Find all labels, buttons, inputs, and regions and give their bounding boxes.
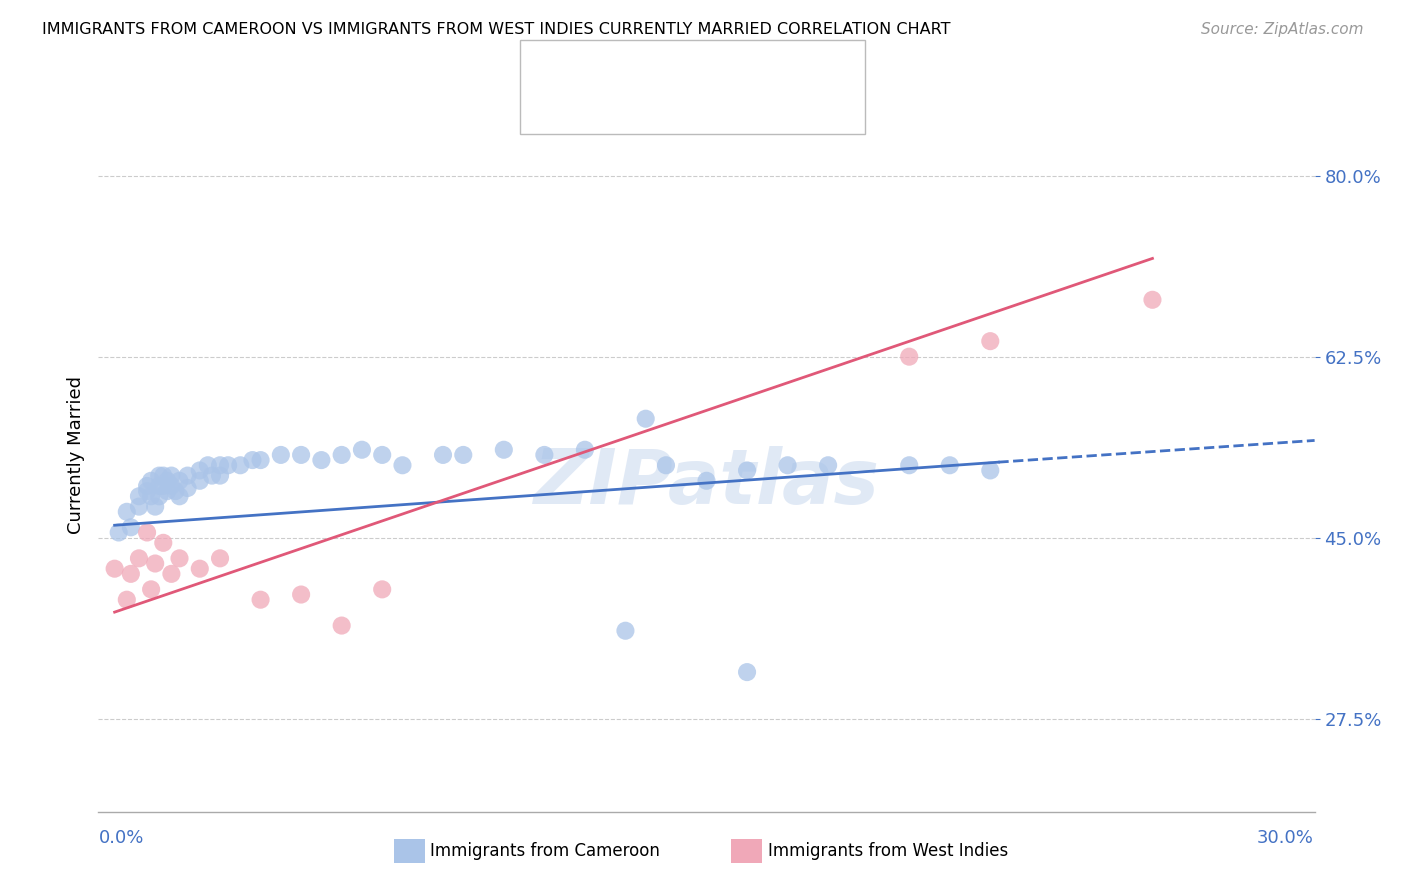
Point	[242, 453, 264, 467]
Point	[614, 624, 637, 638]
Point	[371, 582, 394, 597]
Point	[939, 458, 962, 473]
Point	[136, 484, 159, 499]
Text: 0.0%: 0.0%	[98, 829, 143, 847]
Point	[169, 474, 191, 488]
Point	[533, 448, 555, 462]
Text: Source: ZipAtlas.com: Source: ZipAtlas.com	[1201, 22, 1364, 37]
Point	[107, 525, 129, 540]
Point	[152, 479, 174, 493]
Point	[115, 592, 138, 607]
Point	[188, 474, 211, 488]
Point	[817, 458, 839, 473]
Point	[136, 525, 159, 540]
Point	[574, 442, 596, 457]
Text: Immigrants from Cameroon: Immigrants from Cameroon	[430, 842, 659, 860]
Point	[188, 463, 211, 477]
Point	[249, 453, 271, 467]
Text: 0.640: 0.640	[628, 97, 679, 115]
Text: 0.174: 0.174	[628, 63, 681, 81]
Point	[152, 468, 174, 483]
Point	[735, 665, 758, 679]
Point	[249, 592, 271, 607]
Point	[143, 500, 166, 514]
Point	[492, 442, 515, 457]
Text: R =: R =	[598, 63, 637, 81]
Point	[217, 458, 239, 473]
Point	[169, 551, 191, 566]
Point	[156, 474, 179, 488]
Text: N =: N =	[689, 97, 728, 115]
Point	[128, 489, 150, 503]
Point	[330, 448, 353, 462]
Point	[898, 458, 921, 473]
Point	[311, 453, 333, 467]
Point	[139, 582, 162, 597]
Point	[160, 566, 183, 581]
Point	[139, 474, 162, 488]
Point	[634, 411, 657, 425]
Point	[120, 566, 142, 581]
Point	[330, 618, 353, 632]
Point	[696, 474, 718, 488]
Point	[209, 468, 232, 483]
Point	[979, 334, 1001, 348]
Text: 30.0%: 30.0%	[1257, 829, 1313, 847]
Point	[143, 557, 166, 571]
Text: R =: R =	[598, 97, 637, 115]
Text: ZIPatlas: ZIPatlas	[533, 447, 880, 520]
Point	[201, 468, 224, 483]
Point	[156, 484, 179, 499]
Text: N =: N =	[689, 63, 728, 81]
Point	[148, 479, 170, 493]
Point	[104, 562, 127, 576]
Point	[152, 536, 174, 550]
Point	[229, 458, 252, 473]
Point	[139, 489, 162, 503]
Point	[160, 468, 183, 483]
Point	[209, 458, 232, 473]
Point	[136, 479, 159, 493]
Point	[165, 484, 187, 499]
Point	[120, 520, 142, 534]
Point	[115, 505, 138, 519]
Point	[176, 468, 198, 483]
Point	[290, 588, 312, 602]
Point	[432, 448, 454, 462]
Point	[979, 463, 1001, 477]
Point	[169, 489, 191, 503]
Point	[290, 448, 312, 462]
Point	[148, 489, 170, 503]
Text: 57: 57	[720, 63, 742, 81]
Point	[128, 551, 150, 566]
Point	[391, 458, 413, 473]
Point	[148, 468, 170, 483]
Point	[160, 479, 183, 493]
Point	[371, 448, 394, 462]
Point	[270, 448, 292, 462]
Point	[350, 442, 373, 457]
Point	[209, 551, 232, 566]
Point	[197, 458, 219, 473]
Point	[176, 481, 198, 495]
Point	[655, 458, 678, 473]
Point	[1142, 293, 1164, 307]
Point	[898, 350, 921, 364]
Point	[735, 463, 758, 477]
Point	[188, 562, 211, 576]
Text: 19: 19	[720, 97, 742, 115]
Text: IMMIGRANTS FROM CAMEROON VS IMMIGRANTS FROM WEST INDIES CURRENTLY MARRIED CORREL: IMMIGRANTS FROM CAMEROON VS IMMIGRANTS F…	[42, 22, 950, 37]
Point	[453, 448, 475, 462]
Point	[776, 458, 799, 473]
Point	[128, 500, 150, 514]
Text: Immigrants from West Indies: Immigrants from West Indies	[768, 842, 1008, 860]
Y-axis label: Currently Married: Currently Married	[66, 376, 84, 534]
